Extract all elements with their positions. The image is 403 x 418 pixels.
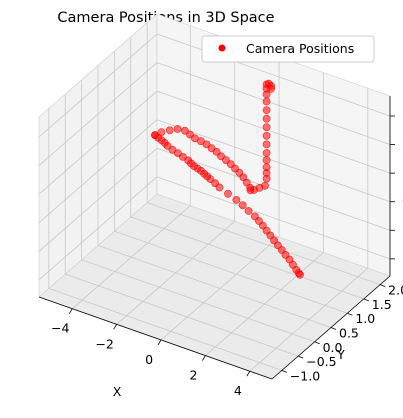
y-tick [281,370,287,373]
data-point [262,123,271,132]
z-grid-line [38,33,158,138]
z-grid-line [156,176,391,260]
data-point [262,131,271,140]
z-grid-line [38,90,158,195]
x-axis-line [38,296,273,380]
y-tick-label: 1.5 [372,297,392,312]
data-point [262,114,271,123]
data-point [261,181,269,190]
z-grid-line [156,119,391,203]
data-point [262,149,271,157]
y-grid-line [147,202,381,285]
y-grid-line [65,273,299,357]
x-tick-label: 2 [189,368,197,383]
data-point [262,97,271,106]
data-point [238,201,247,210]
data-point [262,140,271,149]
y-tick-label: −1.0 [290,368,320,383]
data-point [157,128,166,136]
x-tick [246,370,251,377]
legend-label: Camera Positions [246,41,354,56]
grid-lines [38,22,391,372]
data-point [224,189,232,198]
data-point [165,126,174,135]
legend-box [201,35,375,63]
y-tick [298,355,304,359]
data-point [232,195,241,204]
z-grid-line [38,119,158,224]
data-point [151,131,159,139]
data-point [244,207,253,215]
data-point [296,270,304,279]
data-points [151,79,304,279]
data-point [262,106,271,114]
y-tick-label: −0.5 [306,354,336,369]
z-grid-line [38,147,158,252]
data-point [173,125,182,133]
y-grid-line [130,216,364,300]
y-tick-label: 0.5 [339,326,359,341]
data-point [267,84,275,93]
y-tick [314,341,320,345]
x-tick [202,355,206,361]
legend: Camera Positions [201,35,375,63]
y-grid-line [114,230,348,314]
x-tick-label: −4 [51,321,69,336]
y-grid-line [97,245,332,328]
x-tick-label: −2 [95,336,113,351]
y-tick-label: 2.0 [388,283,403,298]
x-tick [113,324,118,330]
z-grid-line [156,62,391,145]
y-tick-label: 0.0 [323,340,343,355]
z-grid-line [38,62,158,166]
data-point [262,163,271,172]
y-grid-line [48,288,282,371]
z-grid-line [156,147,391,231]
x-tick-label: 0 [145,352,153,367]
y-axis-label: Y [336,347,345,362]
axis-labels: X Y [113,347,345,399]
y-tick [347,312,353,316]
x-tick [68,308,73,314]
z-grid-line [38,176,158,281]
legend-marker [218,44,226,52]
x-tick-label: 4 [234,383,242,398]
z-grid-line [156,90,391,174]
y-tick [363,298,369,302]
y-tick [330,327,337,330]
y-grid-line [81,259,315,343]
z-grid-line [156,33,391,117]
y-tick-label: 1.0 [355,311,375,326]
x-axis-label: X [113,384,122,399]
x-tick [157,339,162,346]
data-point [262,156,271,164]
axes-panes [38,13,391,380]
y-tick [380,284,386,287]
data-point [215,183,224,192]
